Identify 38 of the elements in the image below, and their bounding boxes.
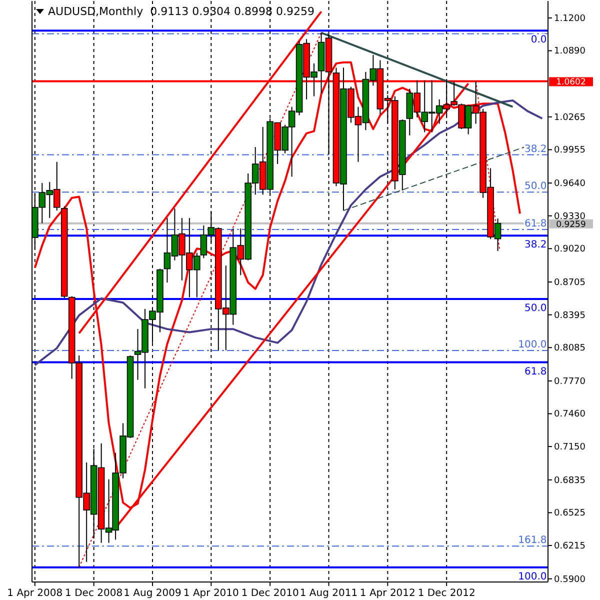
x-tick-label: 1 Dec 2012 — [418, 588, 476, 599]
annotation: 38.2 — [524, 240, 547, 251]
ref-line-label: 1.0602 — [556, 78, 586, 88]
annotation: 161.8 — [518, 535, 547, 546]
x-tick-label: 1 Aug 2009 — [124, 588, 182, 599]
y-tick-label: 0.9330 — [554, 212, 586, 222]
y-tick-label: 1.0890 — [554, 46, 586, 57]
ref-line-label: 0.9259 — [556, 220, 586, 230]
y-tick-label: 0.8395 — [554, 310, 586, 321]
y-tick-label: 0.6215 — [554, 541, 586, 552]
annotation: 61.8 — [524, 366, 547, 378]
y-tick-label: 0.7460 — [554, 410, 586, 420]
x-tick-label: 1 Apr 2010 — [183, 588, 239, 599]
x-tick-label: 1 Apr 2008 — [7, 588, 63, 599]
annotation: 50.0 — [524, 181, 547, 192]
y-tick-label: 0.8705 — [554, 278, 586, 288]
y-tick-label: 0.7770 — [554, 376, 586, 387]
annotation: 38.2 — [524, 144, 547, 155]
y-tick-label: 0.8085 — [554, 344, 586, 354]
y-tick-label: 0.9955 — [554, 146, 586, 156]
annotation: 100.0 — [518, 339, 547, 350]
y-tick-label: 0.7150 — [554, 442, 586, 453]
x-tick-label: 1 Dec 2008 — [65, 588, 123, 599]
x-tick-label: 1 Aug 2011 — [300, 588, 358, 599]
y-tick-label: 0.6835 — [554, 476, 586, 486]
chart-title: AUDUSD,Monthly 0.9113 0.9304 0.8998 0.9259 — [48, 5, 315, 18]
y-tick-label: 0.6525 — [554, 508, 586, 519]
y-tick-label: 0.9640 — [554, 179, 586, 190]
y-tick-label: 1.1200 — [554, 14, 586, 24]
x-tick-label: 1 Dec 2010 — [241, 588, 299, 599]
annotation: 100.0 — [518, 571, 547, 582]
y-tick-label: 0.5900 — [554, 574, 586, 585]
annotation: 50.0 — [524, 303, 547, 314]
x-tick-label: 1 Apr 2012 — [360, 588, 416, 599]
annotation: 0.0 — [530, 34, 547, 46]
y-tick-label: 0.9020 — [554, 244, 586, 255]
y-tick-label: 1.0265 — [554, 112, 586, 123]
annotation: 61.8 — [524, 218, 547, 230]
